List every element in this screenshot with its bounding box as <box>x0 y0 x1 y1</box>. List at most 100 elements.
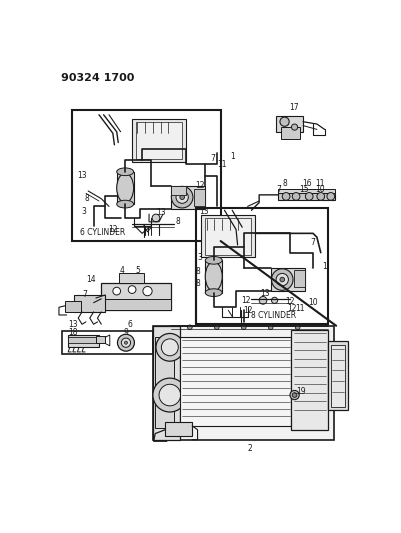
Circle shape <box>295 325 299 329</box>
Text: 7: 7 <box>83 290 87 300</box>
Text: 6 CYLINDER: 6 CYLINDER <box>79 228 125 237</box>
Circle shape <box>292 393 296 398</box>
Text: 11: 11 <box>217 159 227 168</box>
Text: 7: 7 <box>310 238 315 247</box>
Bar <box>277 192 334 200</box>
Bar <box>72 110 220 241</box>
Text: 12: 12 <box>286 304 296 313</box>
Text: 13: 13 <box>156 208 165 217</box>
Circle shape <box>326 192 334 200</box>
Text: 90324 1700: 90324 1700 <box>61 73 134 83</box>
Bar <box>101 284 170 310</box>
Circle shape <box>271 269 292 290</box>
Bar <box>96 336 105 343</box>
Ellipse shape <box>205 289 222 296</box>
Circle shape <box>121 338 130 348</box>
Circle shape <box>156 334 183 361</box>
Text: 8: 8 <box>195 279 199 288</box>
Bar <box>280 127 299 139</box>
Text: 8: 8 <box>282 179 286 188</box>
Circle shape <box>241 325 245 329</box>
Text: 13: 13 <box>68 320 77 329</box>
Bar <box>277 189 334 193</box>
Circle shape <box>113 287 120 295</box>
Bar <box>275 116 302 132</box>
Text: 8: 8 <box>195 268 199 276</box>
Text: 8: 8 <box>84 194 89 203</box>
Text: 3: 3 <box>81 207 86 216</box>
Text: 8 CYLINDER: 8 CYLINDER <box>251 311 296 320</box>
Bar <box>62 331 152 354</box>
Text: 16: 16 <box>301 179 311 188</box>
Circle shape <box>152 214 160 222</box>
Text: 12: 12 <box>284 297 294 305</box>
Text: 5: 5 <box>136 266 140 275</box>
Text: 13: 13 <box>198 207 208 216</box>
Circle shape <box>289 391 298 400</box>
Circle shape <box>271 297 277 303</box>
Text: 12: 12 <box>108 225 117 234</box>
Circle shape <box>214 325 219 329</box>
Bar <box>193 189 205 206</box>
Circle shape <box>291 124 297 130</box>
Bar <box>74 295 105 312</box>
Ellipse shape <box>116 200 133 208</box>
Text: 7: 7 <box>210 154 215 163</box>
Circle shape <box>282 192 289 200</box>
Bar <box>170 185 205 209</box>
Circle shape <box>159 384 180 406</box>
Bar <box>136 122 182 159</box>
Ellipse shape <box>116 168 133 175</box>
Circle shape <box>316 192 324 200</box>
Ellipse shape <box>205 262 222 291</box>
Ellipse shape <box>205 256 222 264</box>
Text: 12: 12 <box>243 306 253 315</box>
Bar <box>205 260 222 293</box>
Circle shape <box>128 286 136 294</box>
Text: 7: 7 <box>276 185 281 194</box>
Circle shape <box>268 325 272 329</box>
Bar <box>293 270 305 287</box>
Bar <box>101 299 170 310</box>
Bar <box>165 422 192 436</box>
Circle shape <box>117 334 134 351</box>
Text: 3: 3 <box>197 254 202 262</box>
Bar <box>65 301 80 312</box>
Bar <box>152 326 179 440</box>
Circle shape <box>152 378 186 412</box>
Text: 12: 12 <box>241 296 250 305</box>
Bar <box>119 273 143 282</box>
Bar <box>68 337 99 343</box>
Text: 15: 15 <box>298 185 308 194</box>
Circle shape <box>120 274 128 282</box>
Circle shape <box>279 277 284 282</box>
Circle shape <box>124 341 127 344</box>
Text: 11: 11 <box>314 179 324 188</box>
Circle shape <box>187 325 192 329</box>
Bar <box>196 208 328 324</box>
Text: 1: 1 <box>322 262 326 271</box>
Circle shape <box>176 191 188 203</box>
Circle shape <box>279 117 288 126</box>
Bar <box>132 119 186 161</box>
Bar <box>201 215 255 257</box>
Text: 6: 6 <box>127 320 132 329</box>
Bar <box>179 337 291 426</box>
Text: 13: 13 <box>77 171 87 180</box>
Circle shape <box>305 192 312 200</box>
Text: 17: 17 <box>288 103 298 112</box>
Text: 10: 10 <box>308 298 317 307</box>
Circle shape <box>161 339 178 356</box>
Circle shape <box>275 273 288 286</box>
Text: 11: 11 <box>294 304 304 313</box>
Text: 19: 19 <box>296 387 306 395</box>
Circle shape <box>142 287 152 296</box>
Circle shape <box>134 274 142 282</box>
Text: 1: 1 <box>229 152 234 161</box>
Text: 8: 8 <box>176 217 180 227</box>
Text: 9: 9 <box>123 328 128 337</box>
Bar <box>270 268 305 291</box>
Circle shape <box>179 195 184 199</box>
Bar <box>205 218 251 255</box>
Bar <box>68 335 99 348</box>
